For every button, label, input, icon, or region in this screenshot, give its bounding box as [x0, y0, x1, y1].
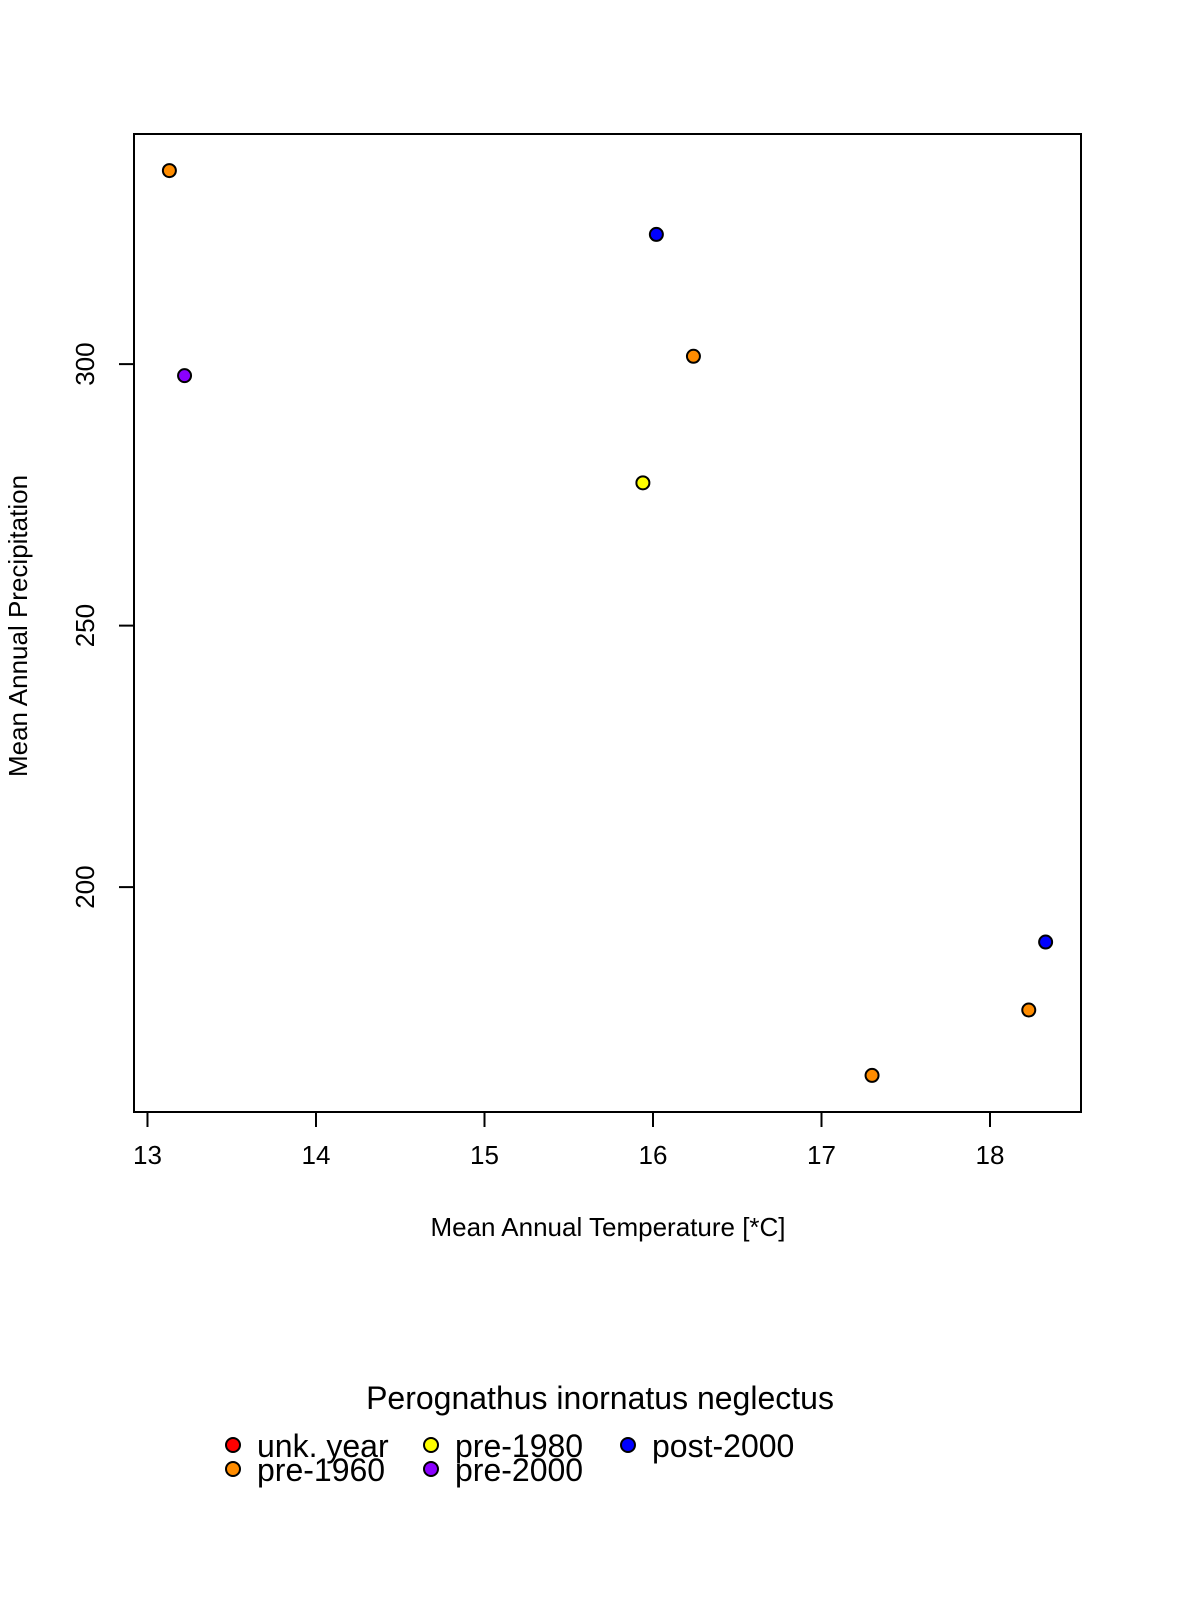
data-point — [864, 1067, 880, 1083]
data-point — [635, 475, 651, 491]
data-point — [1038, 934, 1054, 950]
y-tick-label: 200 — [70, 865, 100, 908]
x-tick-label: 16 — [639, 1140, 668, 1170]
plot-frame — [133, 133, 1082, 1113]
x-tick-label: 17 — [807, 1140, 836, 1170]
x-axis-label: Mean Annual Temperature [*C] — [430, 1212, 785, 1242]
y-axis-label: Mean Annual Precipitation — [3, 475, 33, 777]
data-point — [648, 226, 664, 242]
x-tick-label: 13 — [133, 1140, 162, 1170]
y-tick-label: 250 — [70, 604, 100, 647]
data-point — [685, 348, 701, 364]
x-tick-label: 15 — [470, 1140, 499, 1170]
data-point — [161, 163, 177, 179]
y-tick-label: 300 — [70, 342, 100, 385]
x-tick-label: 14 — [302, 1140, 331, 1170]
x-tick-label: 18 — [976, 1140, 1005, 1170]
data-point — [177, 368, 193, 384]
data-point — [1021, 1002, 1037, 1018]
